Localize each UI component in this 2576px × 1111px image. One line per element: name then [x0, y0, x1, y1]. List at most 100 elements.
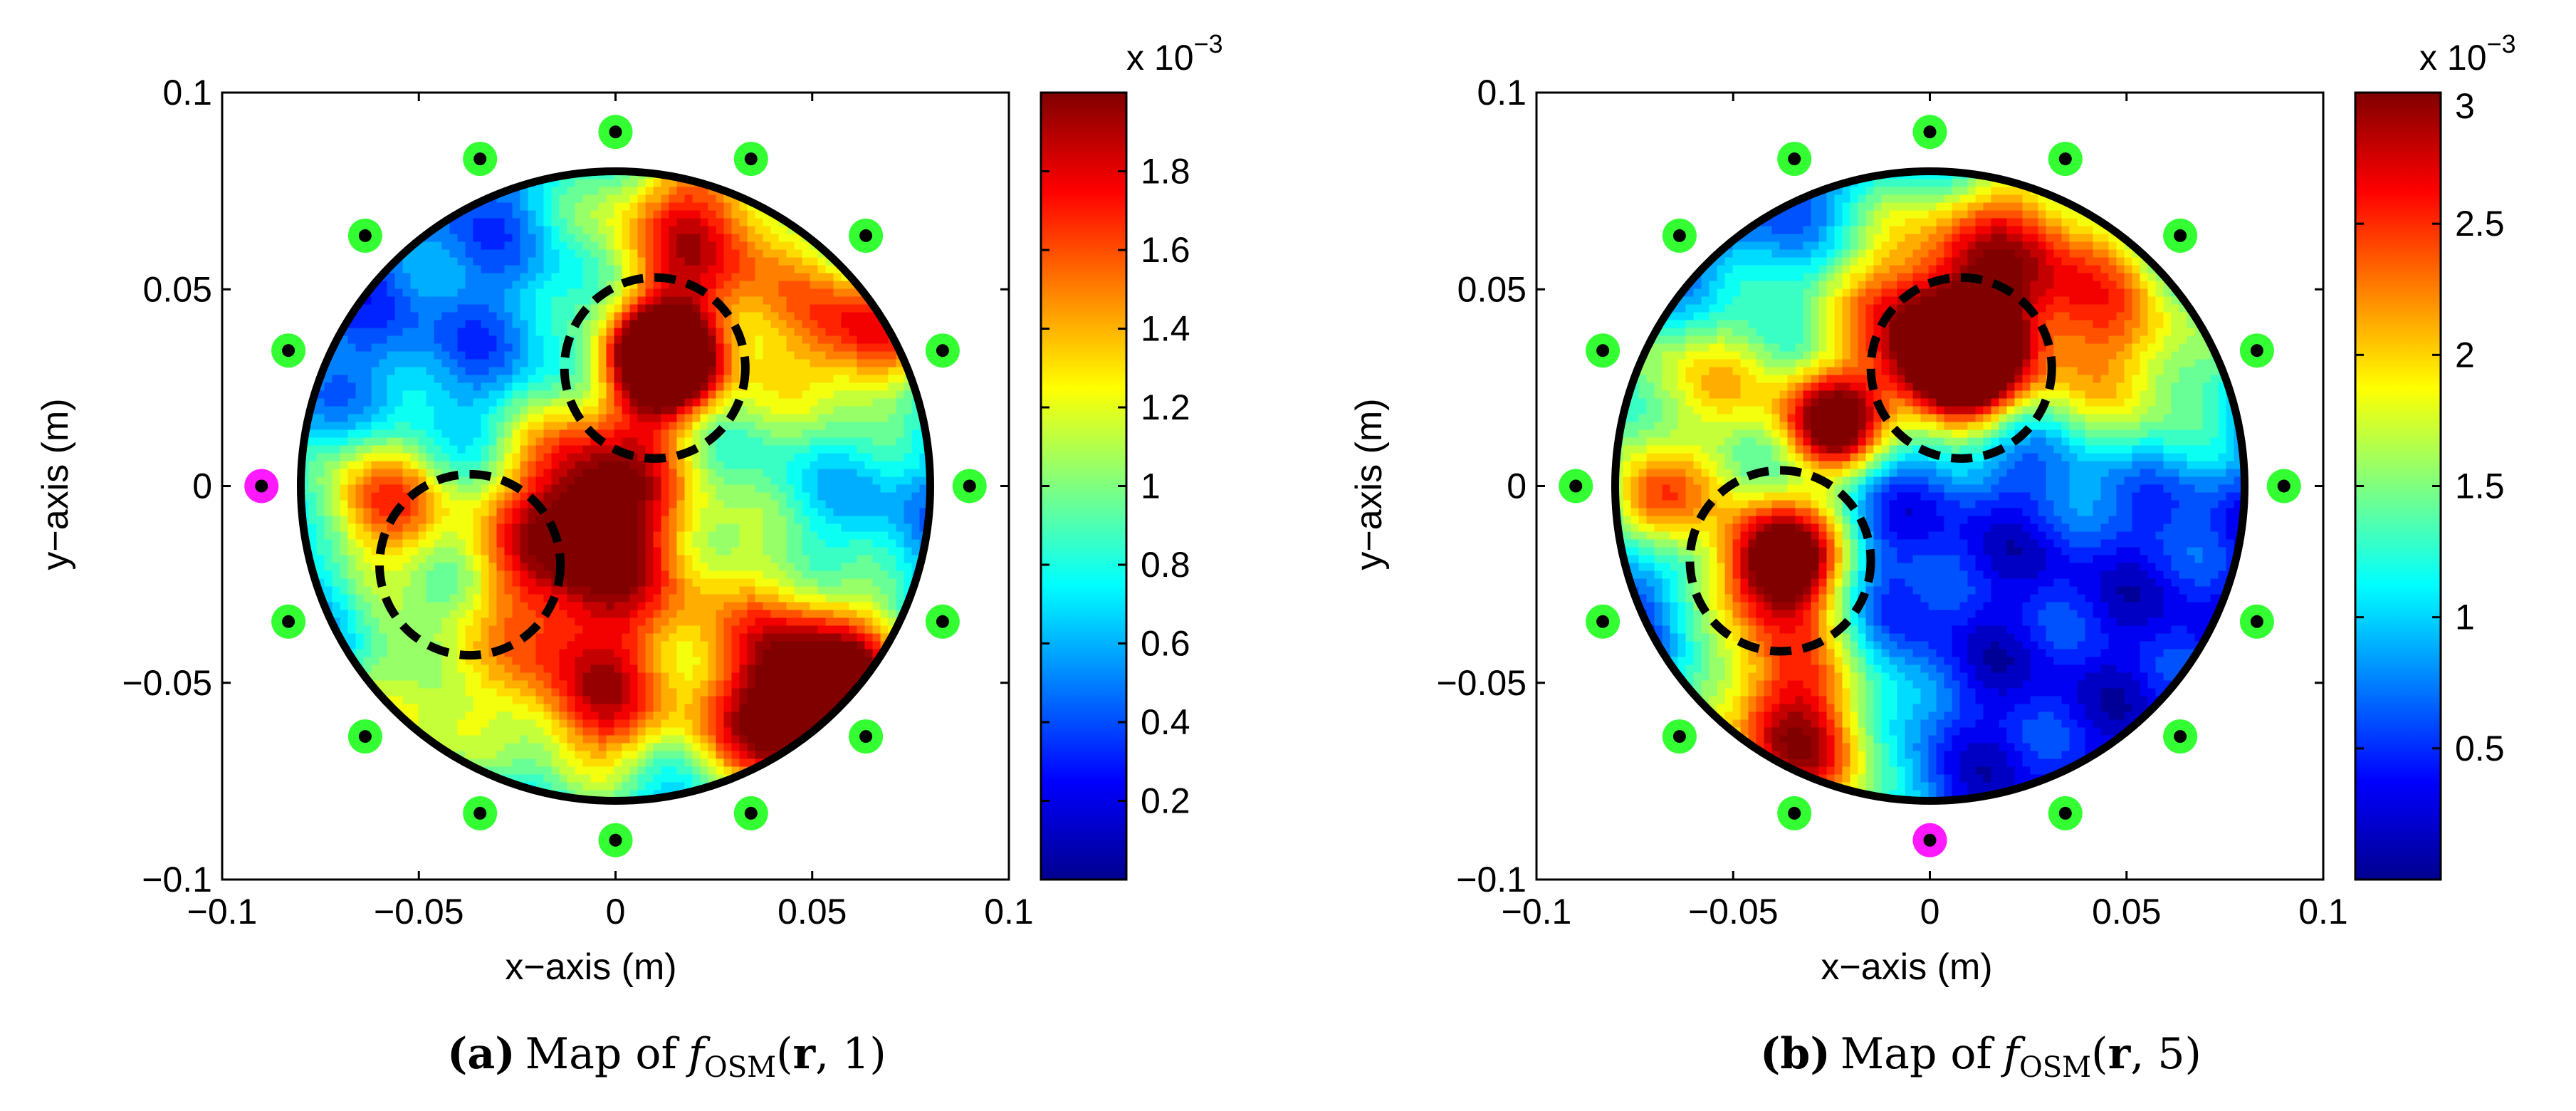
- field-cell: [864, 523, 874, 533]
- field-cell: [332, 508, 341, 517]
- field-cell: [575, 649, 584, 658]
- field-cell: [778, 539, 787, 548]
- field-cell: [653, 641, 662, 650]
- field-cell: [700, 633, 709, 642]
- field-cell: [778, 641, 787, 650]
- field-cell: [731, 226, 740, 235]
- field-cell: [794, 641, 803, 650]
- field-cell: [763, 367, 772, 376]
- field-cell: [441, 367, 451, 376]
- field-cell: [535, 241, 545, 251]
- field-cell: [755, 304, 764, 313]
- field-cell: [864, 641, 874, 650]
- field-cell: [676, 296, 686, 306]
- field-cell: [402, 539, 412, 548]
- field-cell: [622, 469, 631, 478]
- field-cell: [692, 500, 701, 509]
- field-cell: [488, 570, 498, 580]
- field-cell: [896, 461, 905, 470]
- field-cell: [919, 500, 928, 509]
- field-cell: [457, 414, 466, 423]
- field-cell: [802, 696, 811, 705]
- field-cell: [481, 296, 490, 306]
- field-cell: [457, 461, 466, 470]
- field-cell: [763, 241, 772, 251]
- field-cell: [504, 328, 513, 337]
- field-cell: [841, 469, 850, 478]
- field-cell: [590, 453, 600, 462]
- field-cell: [904, 531, 913, 541]
- field-cell: [731, 641, 740, 650]
- field-cell: [340, 382, 349, 392]
- field-cell: [802, 241, 811, 251]
- field-cell: [512, 390, 521, 400]
- field-cell: [802, 602, 811, 611]
- field-cell: [582, 602, 592, 611]
- field-cell: [904, 508, 913, 517]
- field-cell: [606, 249, 615, 259]
- field-cell: [637, 257, 646, 266]
- field-cell: [606, 367, 615, 376]
- field-cell: [896, 445, 905, 454]
- field-cell: [849, 359, 858, 368]
- field-cell: [379, 469, 388, 478]
- field-cell: [763, 429, 772, 439]
- field-cell: [324, 492, 333, 501]
- field-cell: [598, 320, 607, 329]
- field-cell: [849, 531, 858, 541]
- field-cell: [465, 382, 474, 392]
- field-cell: [512, 594, 521, 603]
- field-cell: [669, 563, 678, 572]
- field-cell: [669, 617, 678, 627]
- field-cell: [512, 359, 521, 368]
- field-cell: [300, 492, 310, 501]
- field-cell: [669, 375, 678, 384]
- field-cell: [324, 563, 333, 572]
- field-cell: [504, 523, 513, 533]
- field-cell: [786, 312, 795, 321]
- field-cell: [676, 429, 686, 439]
- field-cell: [434, 563, 443, 572]
- field-cell: [872, 375, 881, 384]
- field-cell: [355, 461, 365, 470]
- field-cell: [614, 633, 623, 642]
- field-cell: [794, 359, 803, 368]
- field-cell: [426, 312, 435, 321]
- field-cell: [872, 335, 881, 345]
- field-cell: [559, 328, 568, 337]
- field-cell: [888, 492, 897, 501]
- field-cell: [528, 578, 537, 588]
- field-cell: [582, 649, 592, 658]
- field-cell: [371, 406, 380, 415]
- field-cell: [786, 226, 795, 235]
- field-cell: [347, 445, 357, 454]
- field-cell: [716, 218, 725, 227]
- field-cell: [802, 288, 811, 298]
- field-cell: [457, 547, 466, 556]
- field-cell: [512, 547, 521, 556]
- field-cell: [637, 453, 646, 462]
- field-cell: [904, 539, 913, 548]
- field-cell: [606, 696, 615, 705]
- field-cell: [622, 359, 631, 368]
- field-cell: [528, 288, 537, 298]
- field-cell: [520, 672, 529, 682]
- field-cell: [551, 672, 560, 682]
- field-cell: [481, 281, 490, 290]
- field-cell: [802, 508, 811, 517]
- field-cell: [849, 602, 858, 611]
- field-cell: [598, 657, 607, 666]
- field-cell: [645, 382, 654, 392]
- field-cell: [332, 429, 341, 439]
- field-cell: [324, 594, 333, 603]
- field-cell: [512, 304, 521, 313]
- field-cell: [465, 523, 474, 533]
- field-cell: [434, 531, 443, 541]
- field-cell: [394, 461, 404, 470]
- field-cell: [645, 602, 654, 611]
- field-cell: [528, 657, 537, 666]
- field-cell: [739, 288, 748, 298]
- field-cell: [810, 437, 819, 447]
- field-cell: [857, 476, 866, 486]
- field-cell: [645, 476, 654, 486]
